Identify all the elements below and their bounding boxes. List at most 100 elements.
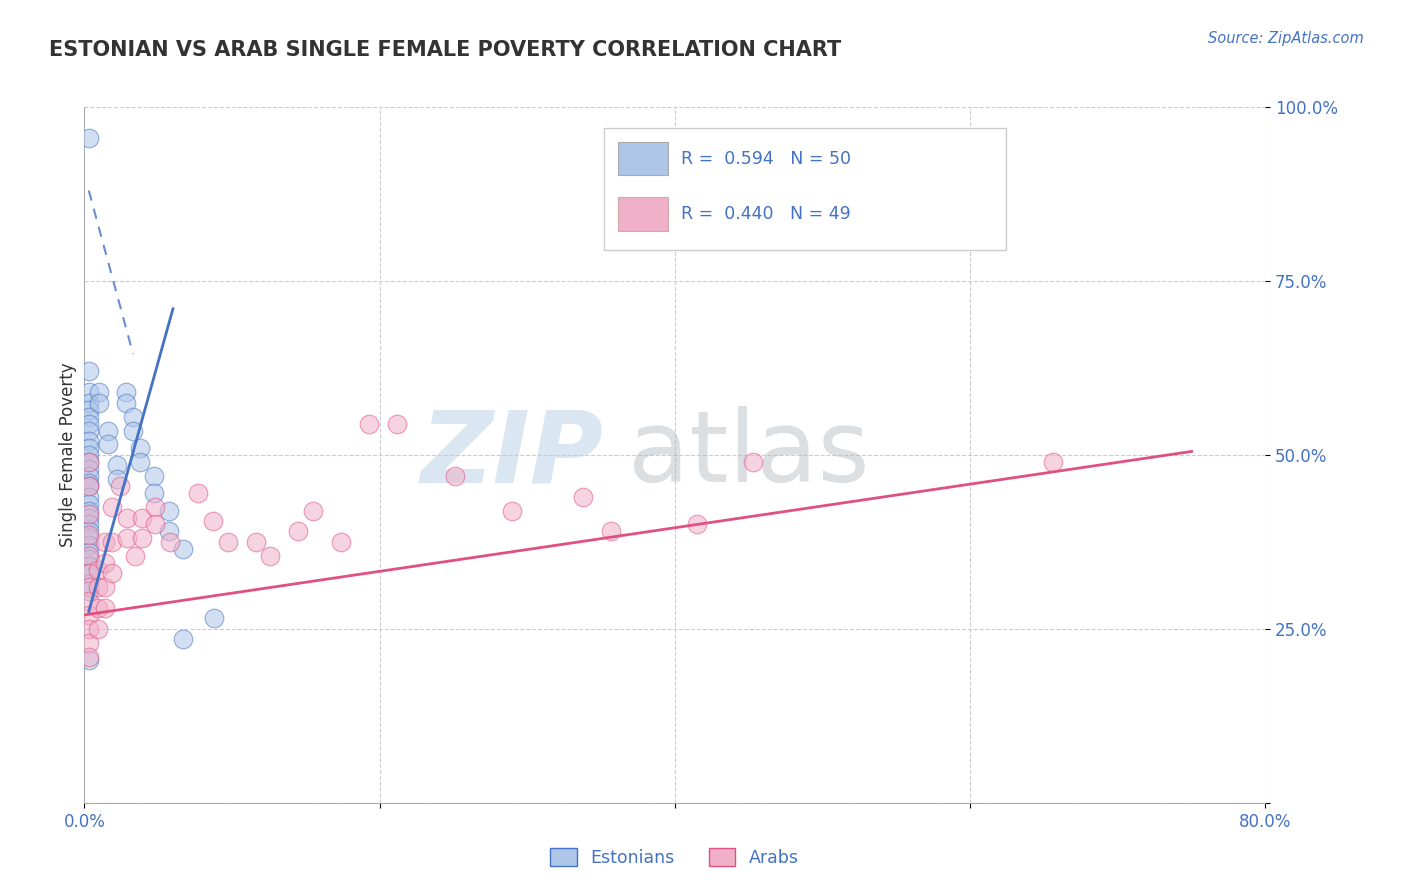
Point [129, 441, 152, 455]
Point [108, 479, 131, 493]
Text: ESTONIAN VS ARAB SINGLE FEMALE POVERTY CORRELATION CHART: ESTONIAN VS ARAB SINGLE FEMALE POVERTY C… [49, 40, 841, 60]
Point [172, 541, 194, 556]
Point [77, 538, 100, 552]
Point [115, 532, 138, 546]
Point [77, 131, 100, 145]
Point [129, 455, 152, 469]
Point [157, 503, 180, 517]
Point [77, 479, 100, 493]
Point [114, 385, 136, 400]
Point [742, 455, 765, 469]
Point [143, 517, 166, 532]
Point [77, 566, 100, 581]
Point [77, 532, 100, 546]
Point [77, 424, 100, 438]
Point [77, 385, 100, 400]
Point [105, 458, 128, 473]
Point [124, 549, 146, 563]
Point [77, 503, 100, 517]
Point [1042, 455, 1064, 469]
Point [600, 524, 623, 539]
Point [86, 580, 108, 594]
Point [86, 622, 108, 636]
Point [157, 524, 180, 539]
Point [259, 549, 281, 563]
Point [501, 503, 523, 517]
Y-axis label: Single Female Poverty: Single Female Poverty [59, 363, 77, 547]
Point [77, 510, 100, 524]
Point [87, 385, 111, 400]
Point [142, 468, 165, 483]
Point [287, 524, 309, 539]
Point [77, 580, 100, 594]
Point [77, 468, 100, 483]
Point [77, 402, 100, 417]
Point [77, 396, 100, 410]
Point [77, 594, 100, 608]
Point [77, 455, 100, 469]
Point [143, 500, 166, 514]
Point [77, 462, 100, 476]
Point [77, 566, 100, 581]
Point [77, 497, 100, 511]
Point [97, 424, 120, 438]
Point [77, 528, 100, 542]
Point [77, 417, 100, 431]
Text: R =  0.594   N = 50: R = 0.594 N = 50 [681, 150, 851, 168]
Legend: Estonians, Arabs: Estonians, Arabs [544, 841, 806, 874]
Point [202, 611, 225, 625]
Point [114, 396, 136, 410]
Point [94, 580, 117, 594]
Point [94, 556, 117, 570]
Point [77, 441, 100, 455]
Point [77, 364, 100, 378]
Point [77, 653, 100, 667]
Point [131, 510, 153, 524]
Point [77, 576, 100, 591]
Point [77, 479, 100, 493]
Point [159, 534, 181, 549]
Point [245, 534, 267, 549]
Point [131, 532, 153, 546]
Point [172, 632, 194, 647]
Point [105, 472, 128, 486]
Point [122, 409, 145, 424]
Point [122, 424, 145, 438]
FancyBboxPatch shape [605, 128, 1005, 250]
Point [77, 409, 100, 424]
Point [302, 503, 325, 517]
Point [77, 507, 100, 521]
Point [77, 552, 100, 566]
Point [94, 601, 117, 615]
Point [86, 601, 108, 615]
Text: R =  0.440   N = 49: R = 0.440 N = 49 [681, 205, 851, 223]
Point [187, 486, 209, 500]
Point [201, 514, 224, 528]
Point [77, 455, 100, 469]
Point [77, 607, 100, 622]
Point [359, 417, 381, 431]
Point [94, 534, 117, 549]
Point [686, 517, 709, 532]
Point [77, 434, 100, 448]
Point [77, 583, 100, 598]
Point [572, 490, 595, 504]
Point [444, 468, 467, 483]
Point [77, 549, 100, 563]
Text: Source: ZipAtlas.com: Source: ZipAtlas.com [1208, 31, 1364, 46]
Point [101, 566, 124, 581]
Point [77, 636, 100, 650]
Point [97, 437, 120, 451]
Point [115, 510, 138, 524]
Text: ZIP: ZIP [420, 407, 605, 503]
Point [330, 534, 353, 549]
Point [217, 534, 239, 549]
Point [101, 534, 124, 549]
Point [86, 563, 108, 577]
Point [387, 417, 409, 431]
Point [77, 448, 100, 462]
Point [77, 545, 100, 559]
Point [77, 475, 100, 490]
Point [77, 622, 100, 636]
FancyBboxPatch shape [619, 197, 668, 231]
